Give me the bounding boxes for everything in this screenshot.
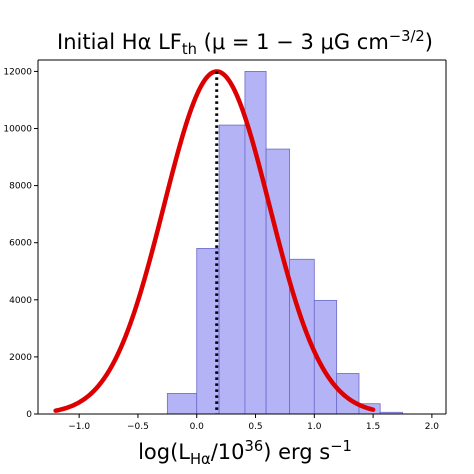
y-tick-label: 6000 bbox=[9, 239, 32, 249]
x-tick-label: 2.0 bbox=[425, 422, 440, 432]
histogram-bar bbox=[218, 124, 246, 415]
y-tick-label: 8000 bbox=[9, 182, 32, 192]
histogram-bar bbox=[289, 258, 315, 415]
x-tick-label: −1.0 bbox=[68, 422, 90, 432]
x-tick-label: −0.5 bbox=[127, 422, 149, 432]
x-tick-label: 0.5 bbox=[248, 422, 262, 432]
x-axis-ticks: −1.0 −0.5 0.0 0.5 1.0 1.5 2.0 bbox=[68, 414, 439, 432]
x-tick-label: 0.0 bbox=[190, 422, 205, 432]
histogram-bar bbox=[166, 393, 198, 415]
axes bbox=[37, 59, 447, 415]
y-tick-label: 4000 bbox=[9, 296, 32, 306]
y-tick-label: 12000 bbox=[3, 67, 32, 77]
x-tick-label: 1.5 bbox=[366, 422, 380, 432]
x-tick-label: 1.0 bbox=[307, 422, 322, 432]
histogram-bars bbox=[166, 71, 403, 415]
histogram-bar bbox=[265, 148, 291, 415]
y-tick-label: 0 bbox=[26, 410, 32, 420]
y-tick-label: 10000 bbox=[3, 125, 32, 135]
y-axis-ticks: 0 2000 4000 6000 8000 10000 12000 bbox=[3, 67, 38, 420]
x-axis-label: log(LHα/1036) erg s−1 bbox=[138, 438, 352, 468]
chart-title: Initial Hα LFth (μ = 1 − 3 μG cm−3/2) bbox=[57, 28, 433, 58]
gaussian-curve bbox=[53, 69, 376, 413]
y-tick-label: 2000 bbox=[9, 353, 32, 363]
